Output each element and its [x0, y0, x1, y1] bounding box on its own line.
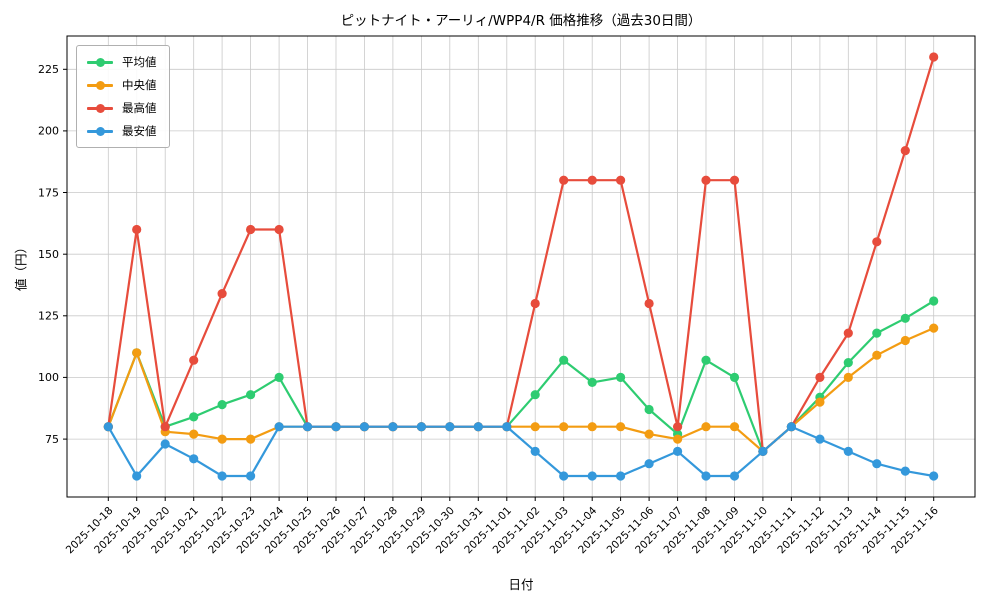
svg-text:125: 125	[38, 310, 59, 323]
svg-text:75: 75	[45, 433, 59, 446]
y-gridlines	[67, 68, 975, 440]
series-average-line	[107, 299, 935, 453]
legend-label-median: 中央値	[122, 78, 157, 92]
legend-marker-max	[95, 103, 105, 113]
y-ticks	[63, 68, 67, 440]
chart-title: ピットナイト・アーリィ/WPP4/R 価格推移（過去30日間）	[340, 13, 702, 29]
svg-text:225: 225	[38, 63, 59, 76]
legend-entry-average: 平均値	[87, 54, 157, 70]
legend-entry-median: 中央値	[87, 77, 157, 93]
series-average-markers	[103, 296, 939, 456]
svg-text:150: 150	[38, 248, 59, 261]
legend-marker-min	[95, 126, 105, 136]
legend-entry-max: 最高値	[87, 100, 157, 116]
y-tick-labels: 75 100 125 150 175 200 225	[38, 63, 59, 446]
svg-text:100: 100	[38, 371, 59, 384]
legend-label-average: 平均値	[122, 55, 157, 69]
legend-swatch-average	[87, 57, 113, 67]
axes-frame	[66, 35, 976, 498]
legend-label-min: 最安値	[122, 124, 157, 138]
legend-marker-median	[95, 80, 105, 90]
legend: 平均値 中央値 最高値 最安値	[76, 45, 170, 148]
x-tick-labels: 2025-10-182025-10-192025-10-202025-10-21…	[64, 504, 941, 556]
series-min-markers	[103, 422, 939, 481]
legend-swatch-median	[87, 80, 113, 90]
legend-marker-average	[95, 57, 105, 67]
series-median-line	[107, 327, 935, 453]
x-ticks	[107, 497, 935, 501]
series-min-line	[107, 425, 935, 478]
series-max-line	[107, 55, 935, 453]
legend-swatch-max	[87, 103, 113, 113]
svg-text:200: 200	[38, 125, 59, 138]
legend-entry-min: 最安値	[87, 123, 157, 139]
x-gridlines	[107, 36, 935, 497]
x-axis-label: 日付	[508, 577, 534, 592]
legend-label-max: 最高値	[122, 101, 157, 115]
legend-swatch-min	[87, 126, 113, 136]
svg-text:175: 175	[38, 186, 59, 199]
